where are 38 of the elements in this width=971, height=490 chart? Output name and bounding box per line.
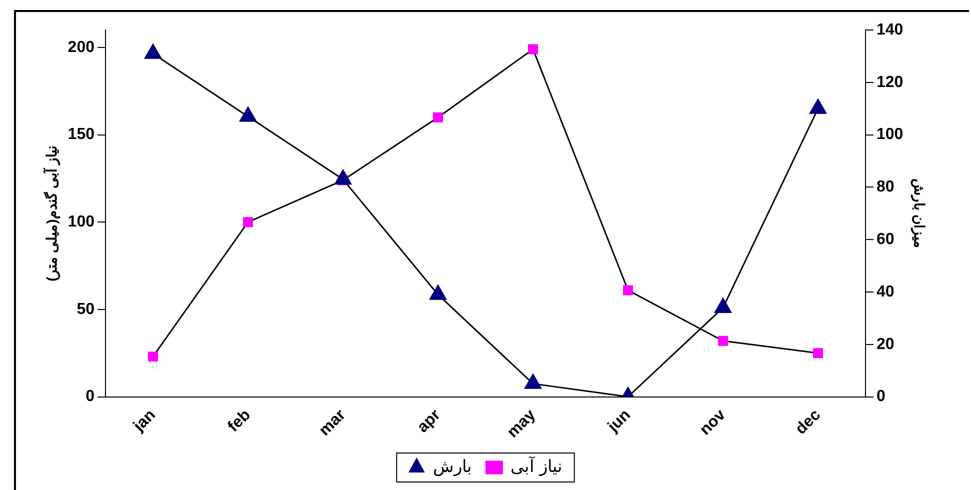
y2-axis-title: میزان بارش (910, 178, 928, 248)
y2-tick-label: 40 (876, 283, 894, 300)
point (429, 284, 447, 300)
point (239, 106, 257, 122)
y2-tick-label: 60 (876, 230, 894, 248)
y-tick-label: 150 (68, 126, 95, 144)
y2-tick-label: 80 (876, 178, 894, 196)
x-tick-label: jun (604, 406, 634, 436)
y2-tick-label: 20 (876, 336, 894, 353)
legend-label: نیاز آبی (510, 455, 562, 478)
point (334, 170, 352, 185)
x-tick-label: feb (224, 406, 254, 436)
point (433, 112, 443, 122)
point (718, 336, 728, 346)
point (524, 374, 542, 389)
x-tick-label: jan (130, 406, 159, 436)
point (528, 44, 538, 54)
point (144, 44, 162, 59)
legend-label: بارش (433, 457, 472, 478)
point (714, 298, 732, 313)
y-axis-title: نیاز آبی گندم(میلی متر) (42, 145, 60, 282)
x-tick-label: nov (696, 406, 730, 439)
y-tick-label: 0 (86, 388, 95, 406)
x-tick-label: mar (316, 406, 349, 440)
y2-tick-label: 0 (876, 388, 886, 406)
point (148, 352, 158, 362)
point (243, 217, 253, 228)
y2-tick-label: 140 (876, 21, 904, 38)
y-tick-label: 100 (68, 214, 95, 231)
x-tick-label: dec (792, 406, 824, 438)
point (813, 348, 823, 358)
point (623, 285, 633, 296)
y2-tick-label: 120 (876, 74, 904, 91)
x-tick-label: apr (414, 406, 444, 436)
y2-tick-label: 100 (876, 126, 904, 144)
y-tick-label: 50 (76, 300, 95, 318)
point (809, 98, 827, 114)
y-tick-label: 200 (68, 38, 95, 56)
